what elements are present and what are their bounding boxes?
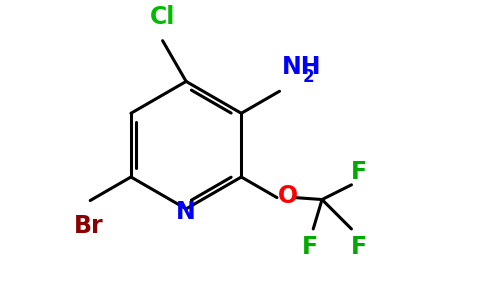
Text: F: F: [351, 235, 367, 259]
Text: F: F: [351, 160, 367, 184]
Text: F: F: [302, 235, 318, 259]
Text: N: N: [176, 200, 196, 224]
Text: NH: NH: [282, 56, 321, 80]
Text: 2: 2: [303, 68, 315, 86]
Text: O: O: [278, 184, 298, 208]
Text: Cl: Cl: [150, 5, 175, 29]
Text: Br: Br: [74, 214, 103, 238]
